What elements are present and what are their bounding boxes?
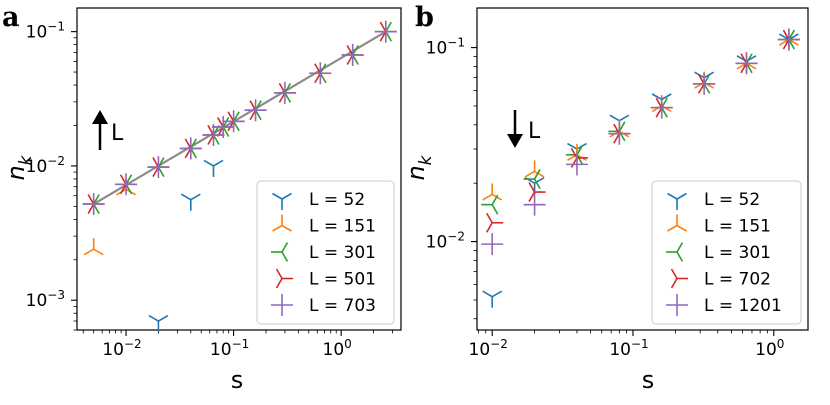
y-axis-label-a: nk	[2, 154, 36, 180]
legend-entry-label: L = 702	[704, 270, 771, 290]
data-point	[212, 115, 235, 138]
data-point	[524, 160, 545, 178]
arrow-label-a: L	[111, 121, 124, 146]
data-point	[482, 183, 503, 201]
data-point	[481, 233, 504, 256]
data-point	[83, 238, 104, 256]
data-point	[523, 169, 541, 189]
data-point	[244, 99, 267, 122]
arrow-label-b: L	[528, 119, 541, 144]
x-tick-label: 10−1	[609, 337, 648, 360]
x-axis-label-a: s	[231, 366, 244, 394]
data-point	[115, 173, 138, 196]
legend-box	[651, 180, 802, 325]
legend-marker	[275, 268, 293, 289]
y-tick-label: 10−2	[26, 154, 65, 177]
legend-entry-label: L = 703	[309, 296, 376, 316]
legend-b: L = 52 L = 151 L = 301 L = 702 L = 1201	[651, 180, 802, 325]
data-point	[180, 193, 201, 211]
data-point	[693, 72, 716, 95]
legend-entry-label: L = 151	[309, 217, 376, 237]
data-marks-b	[481, 28, 800, 308]
data-point	[82, 193, 105, 216]
fit-line-a	[93, 30, 387, 206]
data-point	[203, 159, 224, 177]
legend-a: L = 52 L = 151 L = 301 L = 501 L = 703	[256, 180, 395, 325]
y-axis-label-b: nk	[402, 154, 436, 180]
data-point	[222, 110, 245, 133]
legend-marker	[667, 214, 687, 232]
svg-text:nk: nk	[402, 154, 436, 180]
legend-entry-label: L = 52	[704, 190, 760, 210]
legend-entry-label: L = 1201	[704, 296, 782, 316]
data-point	[309, 62, 332, 85]
data-point	[608, 122, 631, 145]
y-tick-label: 10−2	[426, 230, 465, 253]
legend-entry-label: L = 501	[309, 270, 376, 290]
x-tick-label: 100	[755, 337, 784, 360]
data-point	[650, 96, 673, 119]
plot-frame-b	[476, 7, 809, 331]
data-point	[374, 20, 397, 43]
axis-ticks-a: 10−2 10−1 100 10−3 10−2 10−1	[26, 20, 393, 360]
data-point	[273, 81, 296, 104]
axis-ticks-b: 10−2 10−1 100 10−2 10−1	[426, 36, 785, 360]
panel-b: 10−2 10−1 100 10−2 10−1 L s nk L = 52 L = 151…	[402, 7, 809, 394]
legend-marker	[666, 294, 688, 316]
arrow-up-icon	[92, 110, 108, 150]
y-tick-label: 10−1	[26, 20, 65, 43]
legend-marker	[666, 242, 684, 262]
legend-marker	[667, 192, 687, 210]
data-point	[570, 147, 588, 168]
legend-entry-label: L = 52	[309, 190, 365, 210]
legend-marker	[272, 214, 292, 232]
legend-marker	[272, 192, 292, 210]
legend-marker	[271, 242, 289, 262]
arrow-down-icon	[507, 110, 523, 148]
plot-frame-a	[76, 7, 402, 331]
data-point	[528, 182, 546, 202]
panel-label-b: b	[415, 2, 434, 33]
data-point	[523, 193, 546, 216]
data-point	[565, 153, 588, 176]
legend-marker	[271, 294, 293, 316]
legend-entry-label: L = 301	[704, 243, 771, 263]
y-tick-label: 10−1	[426, 36, 465, 59]
x-tick-label: 100	[323, 337, 352, 360]
data-point	[735, 52, 758, 75]
fit-line	[93, 30, 387, 206]
legend-entry-label: L = 301	[309, 243, 376, 263]
data-marks-a	[82, 20, 397, 333]
svg-text:nk: nk	[2, 154, 36, 180]
y-tick-label: 10−3	[26, 288, 65, 311]
x-tick-label: 10−2	[469, 337, 508, 360]
data-point	[485, 212, 504, 233]
data-point	[777, 28, 800, 51]
data-point	[482, 290, 503, 308]
x-axis-label-b: s	[642, 366, 655, 394]
data-point	[341, 44, 364, 67]
data-point	[179, 137, 202, 160]
x-tick-label: 10−2	[102, 337, 141, 360]
data-point	[481, 194, 499, 215]
data-point	[148, 314, 169, 333]
data-point	[147, 156, 170, 179]
legend-box	[256, 180, 395, 325]
legend-entry-label: L = 151	[704, 217, 771, 237]
legend-marker	[670, 268, 688, 289]
panel-label-a: a	[2, 2, 20, 33]
x-tick-label: 10−1	[210, 337, 249, 360]
